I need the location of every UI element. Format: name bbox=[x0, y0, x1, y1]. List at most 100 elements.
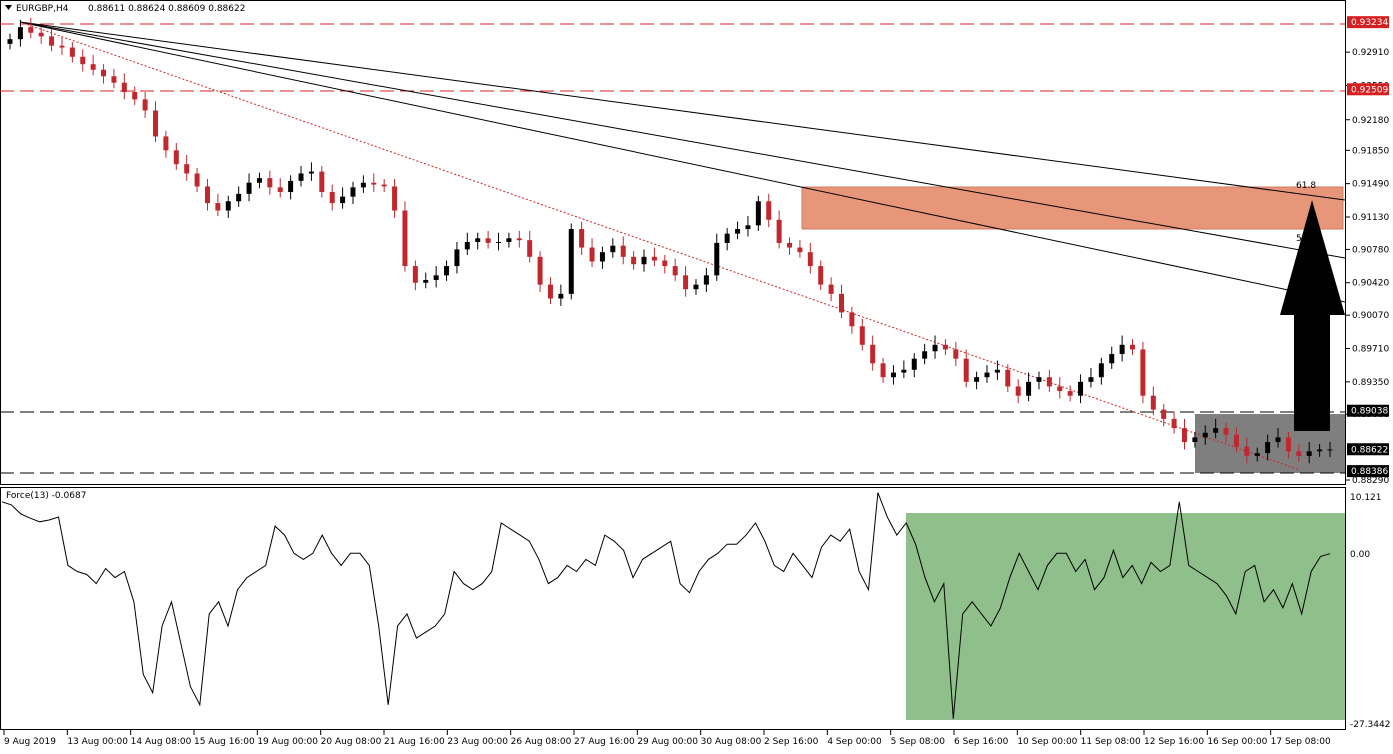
candle-body bbox=[173, 150, 179, 165]
candle-body bbox=[1171, 418, 1177, 429]
candle-body bbox=[350, 187, 356, 197]
price-tick-label: 0.88290 bbox=[1352, 476, 1389, 486]
candle-body bbox=[672, 266, 678, 276]
force-scale-zero: 0.00 bbox=[1350, 550, 1370, 560]
candle-body bbox=[412, 266, 418, 283]
candle-body bbox=[1057, 386, 1063, 392]
candle-body bbox=[1181, 428, 1187, 443]
candles-group bbox=[7, 17, 1333, 464]
time-axis: 9 Aug 2019 13 Aug 00:00 14 Aug 08:00 15 Aug… bbox=[3, 730, 1331, 747]
time-label: 17 Sep 08:00 bbox=[1271, 737, 1331, 747]
candle-body bbox=[485, 238, 491, 243]
candle-body bbox=[745, 225, 751, 230]
candle-body bbox=[1265, 442, 1271, 454]
candle-body bbox=[454, 249, 460, 267]
candle-body bbox=[1026, 381, 1032, 396]
time-label: 21 Aug 16:00 bbox=[384, 737, 445, 747]
candle-body bbox=[246, 182, 252, 194]
candle-body bbox=[880, 363, 886, 378]
price-badge-label: 0.88622 bbox=[1351, 445, 1388, 455]
candle-body bbox=[1140, 349, 1146, 396]
time-label: 6 Sep 16:00 bbox=[954, 737, 1009, 747]
candle-body bbox=[724, 233, 730, 243]
candle-body bbox=[28, 27, 34, 33]
candle-body bbox=[1254, 453, 1260, 456]
candle-body bbox=[683, 275, 689, 290]
candle-body bbox=[215, 203, 221, 211]
time-label: 23 Aug 00:00 bbox=[447, 737, 508, 747]
fan-line-2[interactable] bbox=[19, 21, 1346, 259]
price-badges: 0.93234 0.92509 0.89038 0.88622 0.88386 bbox=[1347, 16, 1389, 478]
force-index-line[interactable] bbox=[1, 492, 1331, 719]
candle-body bbox=[319, 171, 325, 192]
candle-body bbox=[340, 196, 346, 204]
candle-body bbox=[59, 45, 65, 48]
time-label: 15 Aug 16:00 bbox=[194, 737, 255, 747]
candle-body bbox=[298, 173, 304, 181]
candle-body bbox=[225, 201, 231, 211]
time-label: 13 Aug 00:00 bbox=[67, 737, 128, 747]
candle-body bbox=[610, 245, 616, 253]
candle-body bbox=[807, 252, 813, 267]
candle-body bbox=[994, 369, 1000, 373]
time-label: 4 Sep 00:00 bbox=[827, 737, 882, 747]
price-badge bbox=[1347, 16, 1389, 29]
dropdown-arrow-icon[interactable] bbox=[5, 5, 12, 10]
candle-body bbox=[755, 201, 761, 226]
candle-body bbox=[516, 238, 522, 241]
candle-body bbox=[90, 64, 96, 70]
candle-body bbox=[631, 256, 637, 265]
price-tick-label: 0.92180 bbox=[1352, 116, 1389, 126]
candle-body bbox=[568, 229, 574, 294]
candle-body bbox=[496, 242, 502, 243]
candle-body bbox=[402, 210, 408, 267]
candle-body bbox=[818, 266, 824, 285]
candle-body bbox=[236, 193, 242, 202]
candle-body bbox=[974, 377, 980, 382]
candle-body bbox=[1244, 446, 1250, 456]
candle-body bbox=[80, 56, 86, 65]
fan-line-3[interactable] bbox=[19, 21, 1346, 303]
candle-body bbox=[267, 178, 273, 188]
candle-body bbox=[859, 326, 865, 345]
candle-body bbox=[194, 173, 200, 187]
candle-body bbox=[849, 312, 855, 327]
candle-body bbox=[558, 293, 564, 299]
candle-body bbox=[890, 372, 896, 378]
candle-body bbox=[184, 164, 190, 174]
time-label: 14 Aug 08:00 bbox=[131, 737, 192, 747]
candle-body bbox=[1130, 344, 1136, 350]
candle-body bbox=[69, 47, 75, 57]
candle-body bbox=[1088, 377, 1094, 382]
candle-body bbox=[838, 293, 844, 313]
candle-body bbox=[1285, 437, 1291, 452]
candle-body bbox=[1317, 449, 1323, 452]
candle-body bbox=[101, 69, 107, 77]
candle-body bbox=[641, 256, 647, 265]
candle-body bbox=[1296, 451, 1302, 456]
candle-body bbox=[1192, 437, 1198, 443]
price-tick-label: 0.91490 bbox=[1352, 180, 1389, 190]
candle-body bbox=[308, 171, 314, 174]
candle-body bbox=[527, 240, 533, 257]
symbol-label: EURGBP,H4 bbox=[16, 4, 69, 14]
candle-body bbox=[714, 242, 720, 276]
candle-body bbox=[932, 344, 938, 352]
candle-body bbox=[537, 256, 543, 285]
time-label: 10 Sep 00:00 bbox=[1017, 737, 1077, 747]
price-badge-label: 0.89038 bbox=[1351, 407, 1388, 417]
candle-body bbox=[433, 275, 439, 280]
up-arrow-icon bbox=[1280, 200, 1345, 431]
price-tick-label: 0.91850 bbox=[1352, 146, 1389, 156]
candle-body bbox=[547, 284, 553, 299]
fan-line-1[interactable] bbox=[19, 21, 1346, 201]
candle-body bbox=[163, 136, 169, 151]
force-indicator-label: Force(13) -0.0687 bbox=[6, 491, 86, 501]
candle-body bbox=[360, 182, 366, 188]
price-panel-frame bbox=[0, 0, 1346, 485]
candle-body bbox=[1109, 354, 1115, 364]
candle-body bbox=[392, 186, 398, 211]
candle-body bbox=[1067, 391, 1073, 396]
